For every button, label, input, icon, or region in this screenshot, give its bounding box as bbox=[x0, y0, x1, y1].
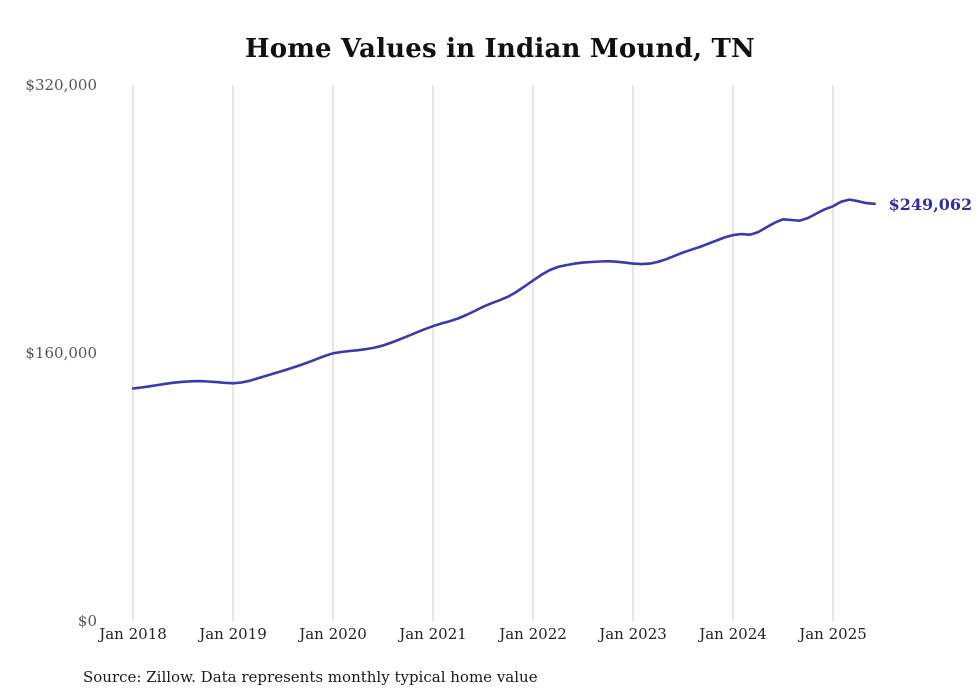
x-axis-tick-label: Jan 2025 bbox=[799, 625, 867, 643]
value-line bbox=[131, 198, 877, 390]
x-axis-tick-label: Jan 2021 bbox=[399, 625, 467, 643]
x-axis-tick-label: Jan 2019 bbox=[199, 625, 267, 643]
y-axis-tick-label: $320,000 bbox=[25, 76, 97, 94]
y-axis-tick-label: $160,000 bbox=[25, 344, 97, 362]
x-axis-tick-label: Jan 2024 bbox=[699, 625, 767, 643]
last-value-annotation: $249,062 bbox=[888, 194, 973, 214]
x-axis-tick-label: Jan 2020 bbox=[299, 625, 367, 643]
source-note: Source: Zillow. Data represents monthly … bbox=[83, 668, 538, 686]
x-axis-tick-label: Jan 2018 bbox=[99, 625, 167, 643]
x-axis-tick-label: Jan 2023 bbox=[599, 625, 667, 643]
chart-title: Home Values in Indian Mound, TN bbox=[245, 34, 755, 64]
y-axis-tick-label: $0 bbox=[77, 612, 97, 630]
x-axis-tick-label: Jan 2022 bbox=[499, 625, 567, 643]
